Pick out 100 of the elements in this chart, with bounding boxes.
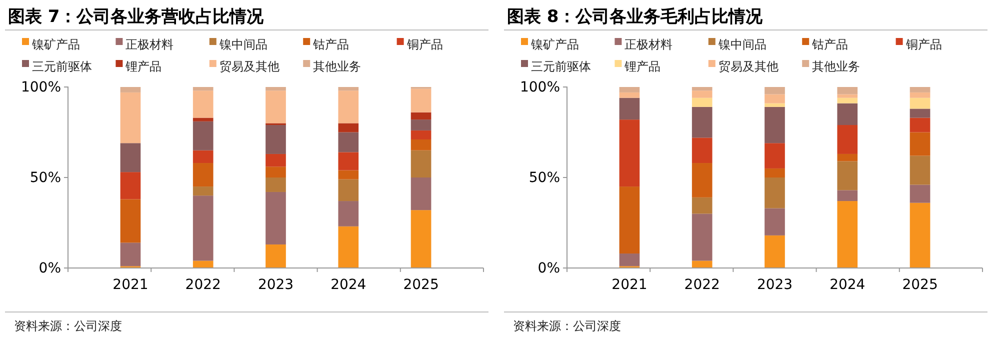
- bar: [691, 197, 712, 214]
- legend-label: 三元前驱体: [32, 59, 92, 74]
- bar: [909, 132, 930, 156]
- bar: [691, 106, 712, 138]
- bar: [764, 103, 784, 107]
- legend-label: 钴产品: [810, 37, 848, 52]
- bar: [192, 150, 214, 164]
- y-tick-label: 0%: [38, 260, 61, 276]
- bar: [266, 90, 286, 124]
- bar: [909, 92, 930, 98]
- bar: [192, 121, 214, 150]
- bar: [192, 260, 214, 268]
- bar: [192, 90, 214, 118]
- legend-label: 锂产品: [623, 59, 660, 74]
- bar: [909, 98, 930, 109]
- bar: [764, 143, 784, 168]
- x-tick-label: 2023: [756, 277, 792, 294]
- bar: [764, 106, 784, 144]
- bar: [691, 138, 712, 164]
- bar: [618, 186, 640, 254]
- bar: [338, 123, 359, 132]
- bar: [410, 120, 432, 130]
- bar: [266, 125, 286, 154]
- x-tick-label: 2025: [902, 277, 938, 294]
- bar: [120, 242, 141, 266]
- y-tick-label: 100%: [519, 79, 560, 96]
- bar: [338, 179, 359, 202]
- x-tick-label: 2021: [112, 277, 148, 294]
- bar: [338, 87, 359, 91]
- bar: [410, 88, 432, 112]
- bar: [192, 186, 214, 196]
- legend-label: 铜产品: [406, 37, 443, 52]
- legend-label: 三元前驱体: [530, 59, 590, 74]
- bar: [909, 156, 930, 185]
- bar: [618, 120, 640, 187]
- bar: [618, 98, 640, 120]
- bar: [836, 98, 858, 104]
- bar: [192, 163, 214, 187]
- legend-label: 铜产品: [904, 37, 942, 52]
- bar: [338, 170, 359, 180]
- bar: [192, 118, 214, 122]
- legend-label: 其他业务: [313, 59, 362, 74]
- bar: [836, 103, 858, 126]
- bar: [266, 178, 286, 192]
- bar: [266, 166, 286, 178]
- bar: [266, 244, 286, 268]
- x-tick-label: 2022: [185, 277, 221, 294]
- bar: [120, 87, 141, 92]
- legend-label: 贸易及其他: [219, 59, 280, 74]
- bar: [691, 87, 712, 91]
- bar: [909, 108, 930, 118]
- chart-title: 图表 7：公司各业务营收占比情况: [8, 7, 265, 27]
- bar: [691, 98, 712, 107]
- bar: [836, 87, 858, 94]
- legend-label: 其他业务: [812, 59, 860, 74]
- bar: [338, 152, 359, 170]
- bar: [410, 139, 432, 150]
- bar: [338, 201, 359, 226]
- bar: [836, 201, 858, 268]
- bar: [691, 214, 712, 261]
- bar: [120, 143, 141, 172]
- bar: [691, 163, 712, 198]
- bar: [266, 192, 286, 244]
- text: 资料来源：公司深度: [14, 319, 122, 333]
- bar: [410, 112, 432, 120]
- x-tick-label: 2021: [611, 277, 647, 294]
- bar: [691, 260, 712, 268]
- bar: [338, 226, 359, 268]
- bar: [836, 154, 858, 162]
- bar: [691, 90, 712, 98]
- y-tick-label: 0%: [537, 260, 560, 276]
- bar: [192, 87, 214, 91]
- x-tick-label: 2024: [330, 277, 366, 294]
- legend-label: 钴产品: [312, 37, 350, 52]
- bar: [618, 92, 640, 98]
- bar: [192, 196, 214, 261]
- text: 资料来源：公司深度: [512, 319, 620, 333]
- bar: [338, 90, 359, 124]
- bar: [410, 150, 432, 178]
- y-tick-label: 100%: [20, 79, 61, 96]
- x-tick-label: 2022: [684, 277, 720, 294]
- bar: [909, 87, 930, 92]
- bar: [764, 178, 784, 208]
- legend-label: 锂产品: [124, 59, 162, 74]
- bar: [410, 210, 432, 268]
- bar: [836, 161, 858, 190]
- legend-label: 正极材料: [126, 37, 174, 52]
- bar: [836, 125, 858, 154]
- bar: [338, 132, 359, 152]
- bar: [764, 94, 784, 104]
- bar: [266, 87, 286, 91]
- bar: [618, 254, 640, 266]
- x-tick-label: 2023: [258, 277, 294, 294]
- chart-title: 图表 8：公司各业务毛利占比情况: [506, 7, 764, 27]
- bar: [410, 130, 432, 140]
- bar: [120, 172, 141, 200]
- legend-label: 镍中间品: [218, 37, 268, 52]
- bar: [618, 87, 640, 92]
- y-tick-label: 50%: [528, 170, 560, 186]
- legend-label: 镍矿产品: [31, 37, 80, 52]
